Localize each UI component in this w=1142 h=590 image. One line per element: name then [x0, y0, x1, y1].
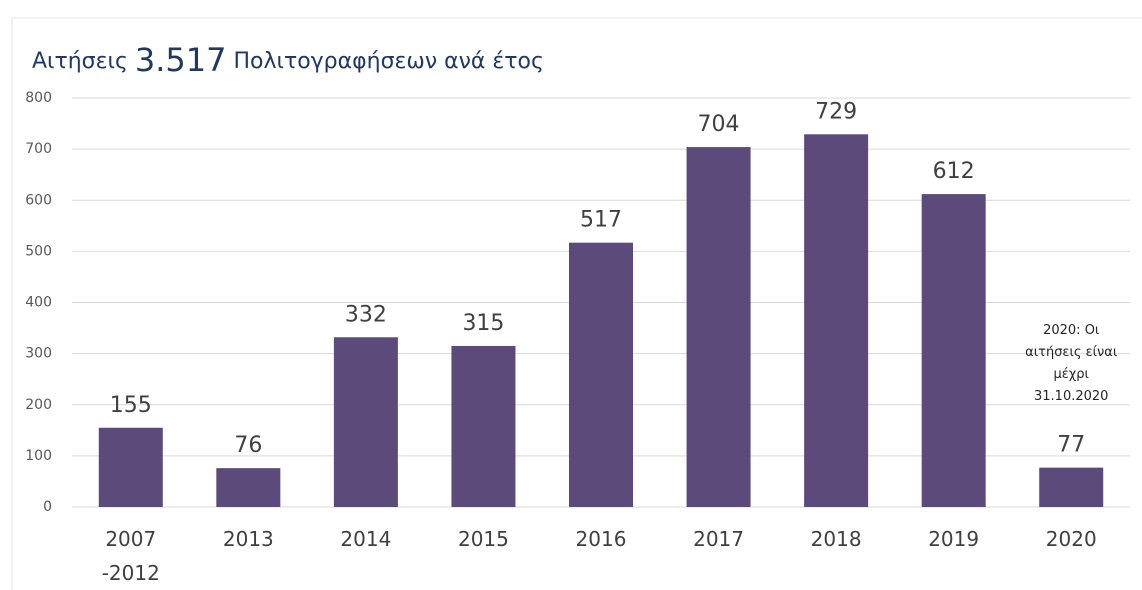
- y-tick-label: 600: [25, 192, 52, 208]
- y-tick-label: 200: [25, 397, 52, 413]
- x-tick-label: 2016: [576, 527, 627, 551]
- data-label: 332: [345, 302, 387, 327]
- x-tick-label: 2015: [458, 527, 509, 551]
- data-label: 729: [815, 99, 857, 124]
- y-tick-label: 500: [25, 243, 52, 259]
- bar: [569, 242, 633, 507]
- data-label: 315: [462, 311, 504, 336]
- x-tick-label: 2013: [223, 527, 274, 551]
- y-tick-label: 700: [25, 141, 52, 157]
- y-tick-label: 300: [25, 346, 52, 362]
- frame: [11, 17, 1142, 590]
- chart-title: Αιτήσεις 3.517 Πολιτογραφήσεων ανά έτος: [32, 41, 544, 79]
- x-tick-label: 2019: [928, 527, 979, 551]
- bar: [804, 134, 869, 507]
- x-tick-label: 2018: [811, 527, 862, 551]
- data-label: 517: [580, 208, 622, 233]
- data-label: 704: [698, 112, 740, 137]
- data-label: 76: [234, 433, 262, 458]
- bar: [216, 468, 281, 507]
- y-tick-label: 800: [25, 90, 52, 106]
- bar: [98, 427, 163, 507]
- data-label: 77: [1057, 433, 1085, 458]
- bar: [1039, 467, 1104, 507]
- x-tick-label: 2014: [340, 527, 391, 551]
- bar: [686, 147, 751, 507]
- bar: [333, 337, 398, 507]
- x-tick-label: 2017: [693, 527, 744, 551]
- bar: [451, 345, 516, 507]
- annotation: 2020: Οι αιτήσεις είναι μέχρι 31.10.2020: [1025, 323, 1117, 404]
- y-tick-label: 0: [43, 499, 52, 515]
- data-label: 612: [933, 159, 975, 184]
- x-tick-label: 2007 -2012: [102, 527, 160, 585]
- data-label: 155: [110, 393, 152, 418]
- bar: [921, 194, 986, 508]
- y-tick-label: 100: [25, 448, 52, 464]
- x-tick-label: 2020: [1046, 527, 1097, 551]
- y-tick-label: 400: [25, 295, 52, 311]
